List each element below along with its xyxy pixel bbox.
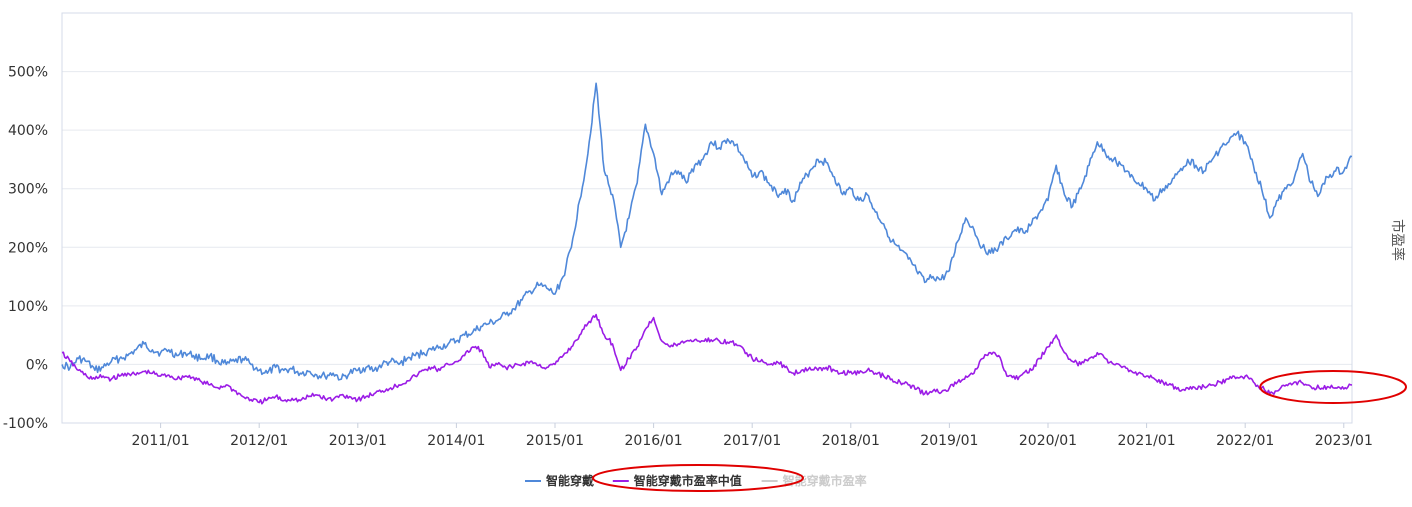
legend-label: 智能穿戴	[545, 473, 594, 488]
y-axis: -100% 0% 100% 200% 300% 400% 500%	[3, 65, 48, 432]
annotation-ellipse-legend	[592, 464, 804, 492]
right-axis-label: 市盈率	[1389, 219, 1406, 261]
grid-lines	[62, 71, 1352, 424]
y-tick-label: 100%	[8, 299, 48, 315]
legend-item-1[interactable]: 智能穿戴	[525, 473, 594, 488]
x-tick-label: 2021/01	[1118, 433, 1176, 449]
series-line-1	[61, 82, 1353, 381]
series-line-2	[61, 313, 1353, 405]
x-tick-label: 2015/01	[526, 433, 584, 449]
series-lines	[61, 82, 1353, 405]
x-tick-label: 2012/01	[230, 433, 288, 449]
x-tick-label: 2023/01	[1315, 433, 1373, 449]
plot-frame	[61, 12, 1353, 424]
annotation-ellipse-plot	[1259, 370, 1408, 404]
x-tick-label: 2019/01	[920, 433, 978, 449]
x-tick-label: 2016/01	[625, 433, 683, 449]
x-tick-label: 2013/01	[329, 433, 387, 449]
y-tick-label: -100%	[3, 416, 48, 432]
x-tick-label: 2017/01	[723, 433, 781, 449]
x-tick-label: 2011/01	[132, 433, 190, 449]
legend-item-2[interactable]: 智能穿戴市盈率中值	[612, 473, 742, 488]
legend-label: 智能穿戴市盈率中值	[633, 473, 742, 488]
y-tick-label: 500%	[8, 65, 48, 81]
y-tick-label: 0%	[26, 357, 48, 373]
x-tick-label: 2014/01	[427, 433, 485, 449]
x-tick-label: 2018/01	[822, 433, 880, 449]
x-tick-label: 2022/01	[1216, 433, 1274, 449]
y-tick-label: 200%	[8, 240, 48, 256]
y-tick-label: 300%	[8, 182, 48, 198]
legend-label: 智能穿戴市盈率	[782, 473, 867, 488]
x-axis: 2011/01 2012/01 2013/01 2014/01 2015/01 2016/…	[132, 423, 1373, 449]
x-tick-label: 2020/01	[1019, 433, 1077, 449]
annotations	[592, 370, 1408, 492]
y-tick-label: 400%	[8, 123, 48, 139]
legend: 智能穿戴 智能穿戴市盈率中值 智能穿戴市盈率	[525, 473, 867, 488]
